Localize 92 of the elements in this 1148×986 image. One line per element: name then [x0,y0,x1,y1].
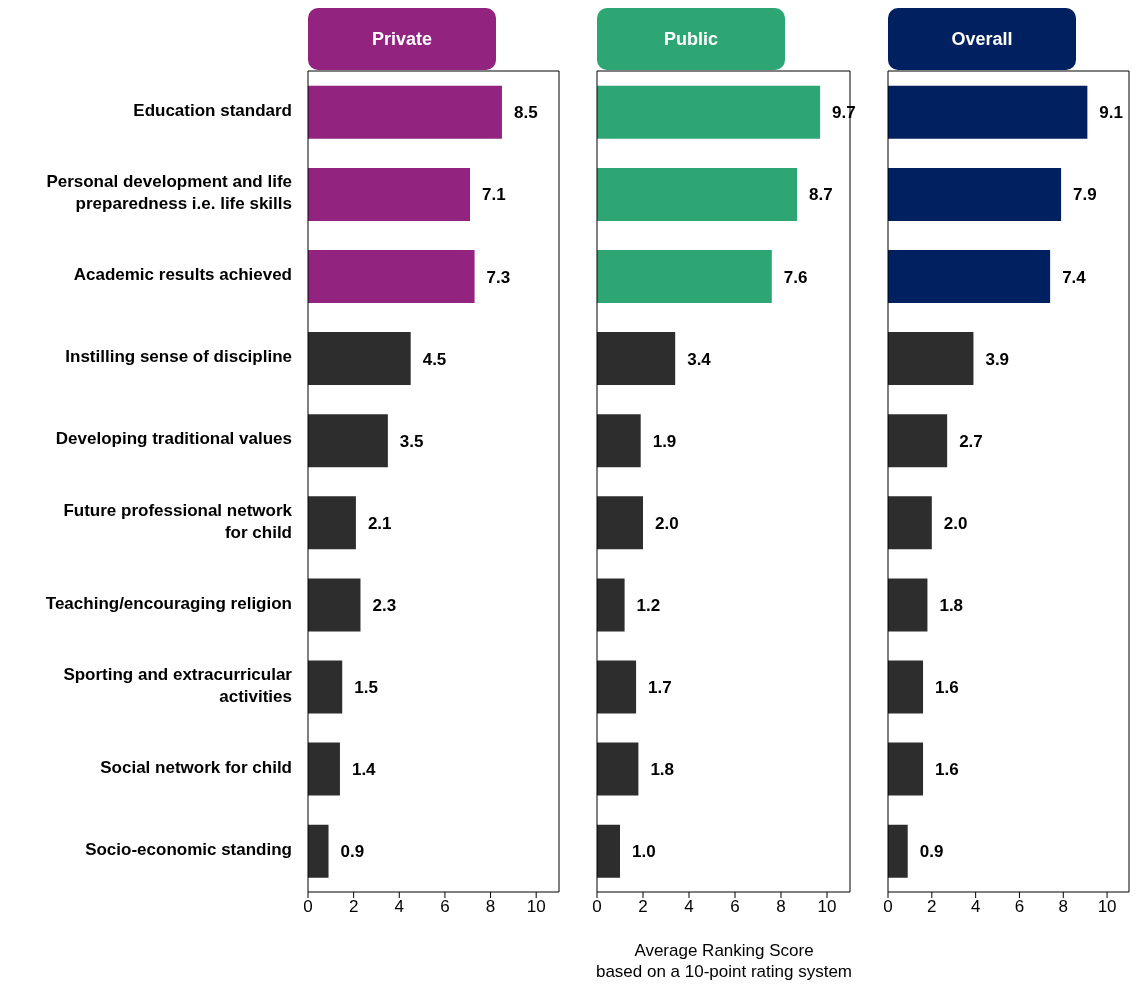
x-tick-label: 0 [592,897,602,917]
data-label: 8.5 [513,103,538,123]
y-tick-label: Social network for child [100,758,292,778]
x-tick-label: 8 [485,897,496,917]
data-label: 8.7 [809,185,833,205]
data-label: 0.9 [919,842,944,862]
bar [888,742,924,796]
data-label: 1.5 [354,678,378,698]
data-label: 7.6 [783,267,808,287]
bar [888,167,1062,221]
bar [308,167,471,221]
data-label: 7.9 [1073,185,1097,205]
bar [308,742,340,796]
x-tick-label: 4 [394,897,405,917]
bar [308,578,361,632]
data-label: 2.0 [655,513,679,533]
bar [597,496,643,550]
bar [597,332,676,386]
bar [308,85,502,139]
bar [888,496,932,550]
data-label: 1.6 [935,760,959,780]
y-tick-label: Future professional network for child [63,501,293,543]
bar [597,660,637,714]
x-tick-label: 2 [348,897,359,917]
data-label: 2.0 [943,513,968,533]
data-label: 3.5 [399,431,424,451]
x-tick-label: 6 [1014,897,1025,917]
y-tick-label: Socio-economic standing [85,840,292,860]
x-tick-label: 2 [638,897,648,917]
bar [888,414,948,468]
bar [308,414,388,468]
bar [308,332,411,386]
bar [888,824,908,878]
data-label: 3.9 [985,349,1010,369]
data-label: 1.4 [351,760,377,780]
y-tick-label: Teaching/encouraging religion [45,594,292,614]
data-label: 7.1 [482,185,506,205]
bar [308,249,475,303]
data-label: 9.1 [1099,103,1124,123]
chart-title: Overall [888,8,1076,70]
x-tick-label: 8 [1058,897,1069,917]
bar [597,85,821,139]
x-tick-label: 10 [526,897,546,917]
x-tick-label: 6 [440,897,450,917]
y-tick-label: Education standard [133,101,292,121]
bar [888,578,928,632]
x-tick-label: 10 [1097,897,1117,917]
y-tick-label: Academic results achieved [73,265,292,285]
x-tick-label: 4 [684,897,694,917]
x-tick-label: 6 [730,897,740,917]
bar [597,824,620,878]
bar [308,496,356,550]
x-tick-label: 2 [927,897,937,917]
data-label: 2.3 [372,595,397,615]
bar [888,332,974,386]
x-tick-label: 4 [970,897,981,917]
data-label: 1.7 [648,678,672,698]
y-tick-label: Instilling sense of discipline [65,347,292,367]
data-label: 1.2 [636,595,661,615]
chart-title: Public [597,8,785,70]
bar [597,414,641,468]
y-tick-label: Sporting and extracurricular activities [63,665,293,707]
bar [597,578,625,632]
bar [888,249,1051,303]
data-label: 1.8 [939,595,964,615]
chart-title: Private [308,8,496,70]
y-tick-label: Personal development and life preparedness i.e. life skills [46,172,292,214]
x-axis-title: Average Ranking Score based on a 10-point rating system [594,940,854,982]
data-label: 2.7 [959,431,983,451]
data-label: 3.4 [687,349,712,369]
bar [597,167,798,221]
x-tick-label: 0 [303,897,313,917]
bar [888,85,1088,139]
data-label: 1.8 [650,760,675,780]
data-label: 2.1 [367,513,392,533]
data-label: 1.9 [652,431,677,451]
bar [597,742,639,796]
x-tick-label: 8 [776,897,786,917]
data-label: 7.3 [486,267,511,287]
bar [308,824,329,878]
bar [308,660,343,714]
bar [597,249,772,303]
data-label: 4.5 [422,349,447,369]
data-label: 7.4 [1062,267,1087,287]
x-tick-label: 0 [883,897,893,917]
data-label: 1.6 [935,678,959,698]
data-label: 1.0 [632,842,656,862]
data-label: 9.7 [832,103,856,123]
x-tick-label: 10 [817,897,837,917]
data-label: 0.9 [340,842,365,862]
y-tick-label: Developing traditional values [55,429,292,449]
bar [888,660,924,714]
